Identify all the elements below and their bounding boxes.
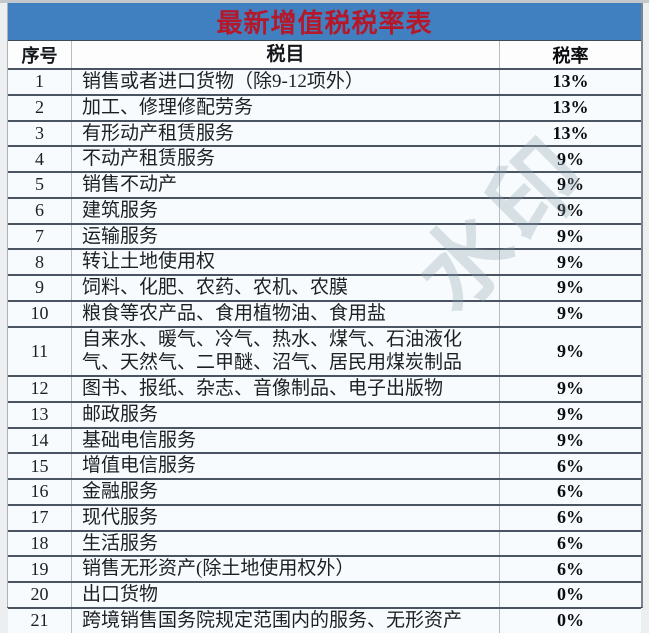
table-row: 7 运输服务 9% <box>8 224 641 251</box>
row-number-cell: 12 <box>8 377 72 401</box>
row-number-cell: 2 <box>8 95 72 120</box>
tax-rate-cell: 6% <box>557 481 584 502</box>
table-row: 15 增值电信服务 6% <box>8 454 641 480</box>
row-number-cell: 1 <box>8 70 72 94</box>
tax-item-cell: 建筑服务 <box>72 198 500 223</box>
tax-item-cell: 基础电信服务 <box>72 428 500 453</box>
table-row: 19 销售无形资产(除土地使用权外） 6% <box>8 557 641 583</box>
row-number-cell: 10 <box>8 301 72 326</box>
tax-item-cell: 生活服务 <box>72 531 500 556</box>
table-row: 6 建筑服务 9% <box>8 198 641 225</box>
row-number-cell: 6 <box>8 198 72 223</box>
row-number-cell: 15 <box>8 454 72 478</box>
row-number-cell: 14 <box>8 428 72 453</box>
table-row: 20 出口货物 0% <box>8 583 641 609</box>
tax-item-cell: 金融服务 <box>72 480 500 504</box>
row-number-cell: 17 <box>8 505 72 530</box>
tax-rate-cell: 9% <box>557 277 584 298</box>
header-serial-number: 序号 <box>8 41 72 68</box>
tax-rate-cell: 9% <box>557 200 584 221</box>
vat-rate-table: 最新增值税税率表 序号 税目 税率 1 销售或者进口货物（除9-12项外） 13… <box>7 3 643 633</box>
top-edge-strip <box>0 0 649 3</box>
table-row: 14 基础电信服务 9% <box>8 428 641 455</box>
tax-item-cell: 不动产租赁服务 <box>72 147 500 171</box>
tax-item-cell: 跨境销售国务院规定范围内的服务、无形资产 <box>72 608 500 633</box>
tax-item-cell: 现代服务 <box>72 505 500 530</box>
table-row: 17 现代服务 6% <box>8 505 641 532</box>
tax-rate-cell: 6% <box>557 455 584 476</box>
table-row: 3 有形动产租赁服务 13% <box>8 121 641 148</box>
tax-rate-cell: 6% <box>557 507 584 528</box>
tax-item-cell: 饲料、化肥、农药、农机、农膜 <box>72 276 500 300</box>
tax-item-cell: 粮食等农产品、食用植物油、食用盐 <box>72 301 500 326</box>
tax-item-cell: 运输服务 <box>72 224 500 249</box>
table-row: 11 自来水、暖气、冷气、热水、煤气、石油液化气、天然气、二甲醚、沼气、居民用煤… <box>8 327 641 377</box>
table-row: 8 转让土地使用权 9% <box>8 250 641 276</box>
table-row: 18 生活服务 6% <box>8 531 641 558</box>
row-number-cell: 8 <box>8 250 72 274</box>
tax-item-cell: 销售不动产 <box>72 173 500 197</box>
row-number-cell: 19 <box>8 557 72 581</box>
row-number-cell: 16 <box>8 480 72 504</box>
table-row: 1 销售或者进口货物（除9-12项外） 13% <box>8 70 641 96</box>
row-number-cell: 11 <box>8 327 72 375</box>
tax-rate-cell: 9% <box>557 174 584 195</box>
tax-item-cell: 自来水、暖气、冷气、热水、煤气、石油液化气、天然气、二甲醚、沼气、居民用煤炭制品 <box>72 327 500 375</box>
tax-item-cell: 加工、修理修配劳务 <box>72 95 500 120</box>
row-number-cell: 20 <box>8 583 72 607</box>
table-header-row: 序号 税目 税率 <box>8 41 641 70</box>
tax-rate-cell: 9% <box>557 148 584 169</box>
header-tax-item: 税目 <box>72 41 500 68</box>
tax-rate-cell: 13% <box>552 122 589 143</box>
tax-rate-cell: 9% <box>557 251 584 272</box>
tax-rate-cell: 9% <box>557 225 584 246</box>
tax-rate-cell: 9% <box>557 429 584 450</box>
row-number-cell: 3 <box>8 121 72 146</box>
tax-rate-cell: 0% <box>557 610 584 631</box>
tax-rate-cell: 6% <box>557 558 584 579</box>
table-row: 13 邮政服务 9% <box>8 402 641 429</box>
tax-item-cell: 增值电信服务 <box>72 454 500 478</box>
tax-rate-cell: 9% <box>557 340 584 361</box>
row-number-cell: 18 <box>8 531 72 556</box>
tax-item-cell: 销售或者进口货物（除9-12项外） <box>72 70 500 94</box>
tax-item-cell: 图书、报纸、杂志、音像制品、电子出版物 <box>72 377 500 401</box>
tax-item-cell: 有形动产租赁服务 <box>72 121 500 146</box>
table-row: 2 加工、修理修配劳务 13% <box>8 95 641 122</box>
table-body: 1 销售或者进口货物（除9-12项外） 13% 2 加工、修理修配劳务 13% … <box>8 70 641 633</box>
table-row: 12 图书、报纸、杂志、音像制品、电子出版物 9% <box>8 377 641 403</box>
table-row: 21 跨境销售国务院规定范围内的服务、无形资产 0% <box>8 608 641 633</box>
tax-item-cell: 邮政服务 <box>72 402 500 427</box>
tax-rate-cell: 9% <box>557 404 584 425</box>
tax-rate-cell: 13% <box>552 71 589 92</box>
row-number-cell: 21 <box>8 608 72 633</box>
table-row: 16 金融服务 6% <box>8 480 641 506</box>
tax-item-cell: 销售无形资产(除土地使用权外） <box>72 557 500 581</box>
header-tax-rate: 税率 <box>552 45 589 66</box>
table-row: 4 不动产租赁服务 9% <box>8 147 641 173</box>
tax-item-cell: 转让土地使用权 <box>72 250 500 274</box>
tax-rate-cell: 0% <box>557 584 584 605</box>
row-number-cell: 13 <box>8 402 72 427</box>
tax-item-cell: 出口货物 <box>72 583 500 607</box>
table-row: 9 饲料、化肥、农药、农机、农膜 9% <box>8 276 641 302</box>
row-number-cell: 9 <box>8 276 72 300</box>
tax-rate-cell: 9% <box>557 303 584 324</box>
tax-rate-cell: 6% <box>557 532 584 553</box>
table-row: 5 销售不动产 9% <box>8 173 641 199</box>
table-row: 10 粮食等农产品、食用植物油、食用盐 9% <box>8 301 641 328</box>
tax-rate-cell: 13% <box>552 97 589 118</box>
table-title: 最新增值税税率表 <box>216 9 433 38</box>
row-number-cell: 7 <box>8 224 72 249</box>
row-number-cell: 5 <box>8 173 72 197</box>
table-title-bar: 最新增值税税率表 <box>8 3 641 41</box>
tax-rate-cell: 9% <box>557 378 584 399</box>
row-number-cell: 4 <box>8 147 72 171</box>
